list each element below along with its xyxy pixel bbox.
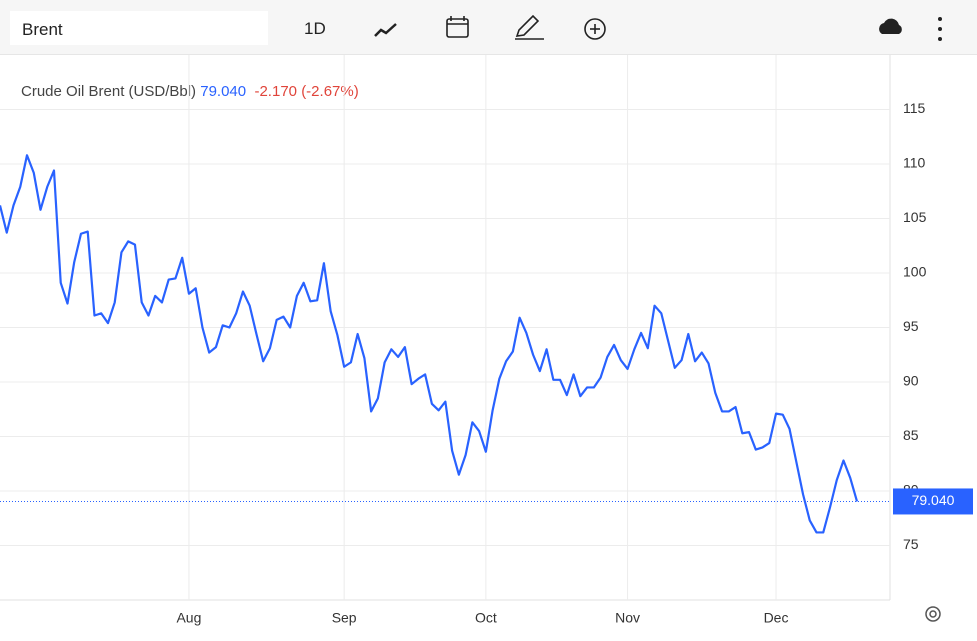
menu-icon[interactable] [938, 17, 942, 41]
y-tick-label: 110 [903, 155, 926, 171]
y-tick-label: 95 [903, 318, 919, 334]
y-tick-label: 75 [903, 536, 919, 552]
chart: 7580859095100105110115AugSepOctNovDec79.… [0, 55, 973, 626]
settings-icon[interactable] [925, 606, 941, 622]
y-tick-label: 115 [903, 100, 926, 116]
x-tick-label: Sep [332, 610, 357, 626]
interval-button[interactable]: 1D [304, 19, 326, 38]
y-tick-label: 105 [903, 209, 927, 225]
x-tick-label: Aug [176, 610, 201, 626]
last-price-label: 79.040 [912, 492, 955, 508]
toolbar-icons [374, 14, 942, 41]
toolbar: Brent 1D [0, 0, 977, 55]
x-tick-label: Oct [475, 610, 497, 626]
calendar-icon[interactable] [446, 16, 469, 38]
price-line [0, 154, 859, 534]
symbol-search[interactable]: Brent [10, 11, 268, 45]
x-tick-label: Dec [764, 610, 789, 626]
x-tick-label: Nov [615, 610, 640, 626]
last-price: 79.040 [200, 83, 247, 100]
download-icon[interactable] [879, 18, 902, 34]
draw-icon[interactable] [515, 14, 544, 40]
y-tick-label: 85 [903, 427, 919, 443]
change: -2.170 [254, 83, 298, 100]
last-price-tag [893, 488, 973, 515]
y-tick-label: 90 [903, 373, 919, 389]
add-icon[interactable] [584, 18, 606, 40]
chart-type-icon[interactable] [374, 23, 397, 37]
y-tick-label: 100 [903, 264, 927, 280]
chart-title: Crude Oil Brent (USD/Bbl) [21, 83, 197, 100]
